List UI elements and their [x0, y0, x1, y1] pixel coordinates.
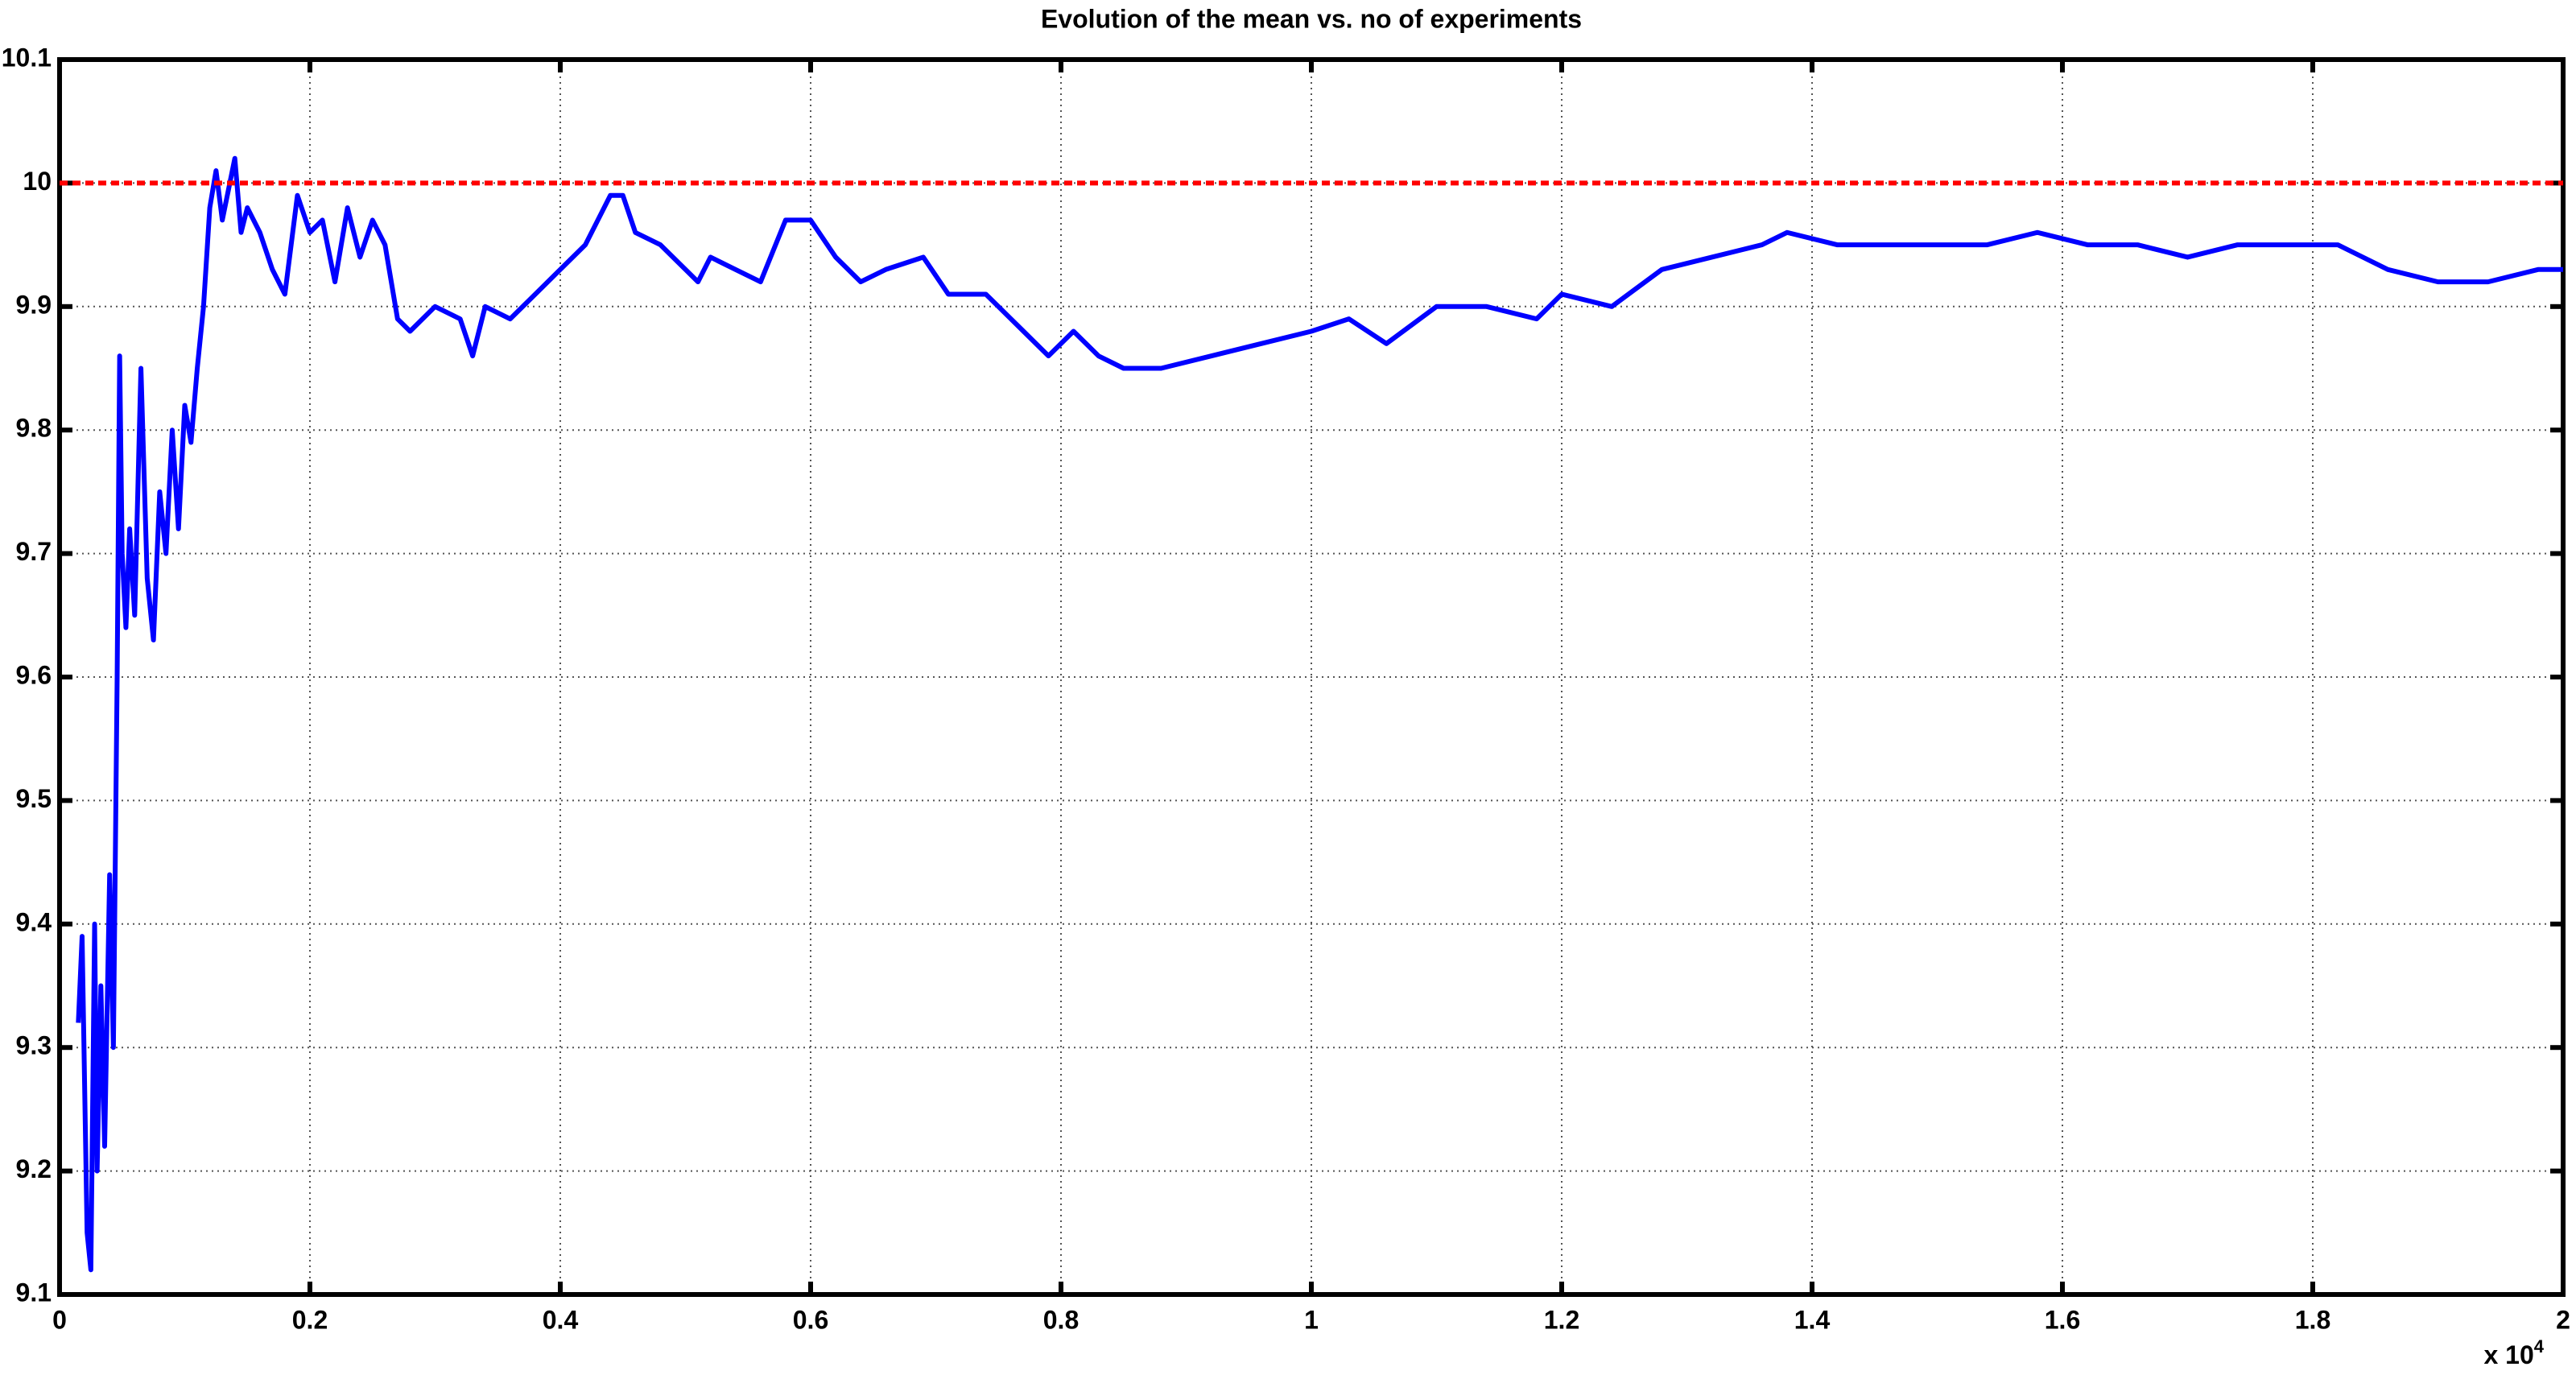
y-tick-label: 9.6	[16, 660, 52, 689]
y-tick-label: 9.9	[16, 290, 52, 319]
x-tick-label: 1	[1304, 1305, 1319, 1334]
x-tick-label: 1.2	[1544, 1305, 1579, 1334]
y-tick-label: 9.2	[16, 1154, 52, 1183]
x-tick-label: 0.8	[1043, 1305, 1079, 1334]
y-tick-label: 9.1	[16, 1278, 52, 1307]
x-tick-label: 0.6	[793, 1305, 828, 1334]
x-tick-label: 0.2	[292, 1305, 328, 1334]
x-tick-label: 2	[2556, 1305, 2570, 1334]
y-tick-label: 9.7	[16, 537, 52, 566]
y-tick-label: 9.8	[16, 414, 52, 443]
plot-frame	[57, 57, 2566, 1297]
y-tick-label: 10.1	[2, 43, 52, 72]
data-line	[76, 155, 2563, 1273]
x-tick-label: 1.6	[2045, 1305, 2080, 1334]
y-tick-label: 9.4	[16, 907, 52, 936]
x-tick-label: 1.4	[1794, 1305, 1831, 1334]
y-tick-label: 10	[23, 167, 52, 196]
y-tick-label: 9.3	[16, 1031, 52, 1060]
x-tick-label: 0	[52, 1305, 67, 1334]
x-multiplier-base: x 10	[2483, 1340, 2533, 1369]
y-tick-label: 9.5	[16, 784, 52, 813]
x-tick-label: 0.4	[543, 1305, 579, 1334]
x-tick-label: 1.8	[2295, 1305, 2330, 1334]
x-multiplier-exponent: 4	[2534, 1336, 2545, 1356]
x-multiplier: x 104	[2483, 1336, 2544, 1369]
chart-title: Evolution of the mean vs. no of experime…	[1041, 4, 1582, 33]
